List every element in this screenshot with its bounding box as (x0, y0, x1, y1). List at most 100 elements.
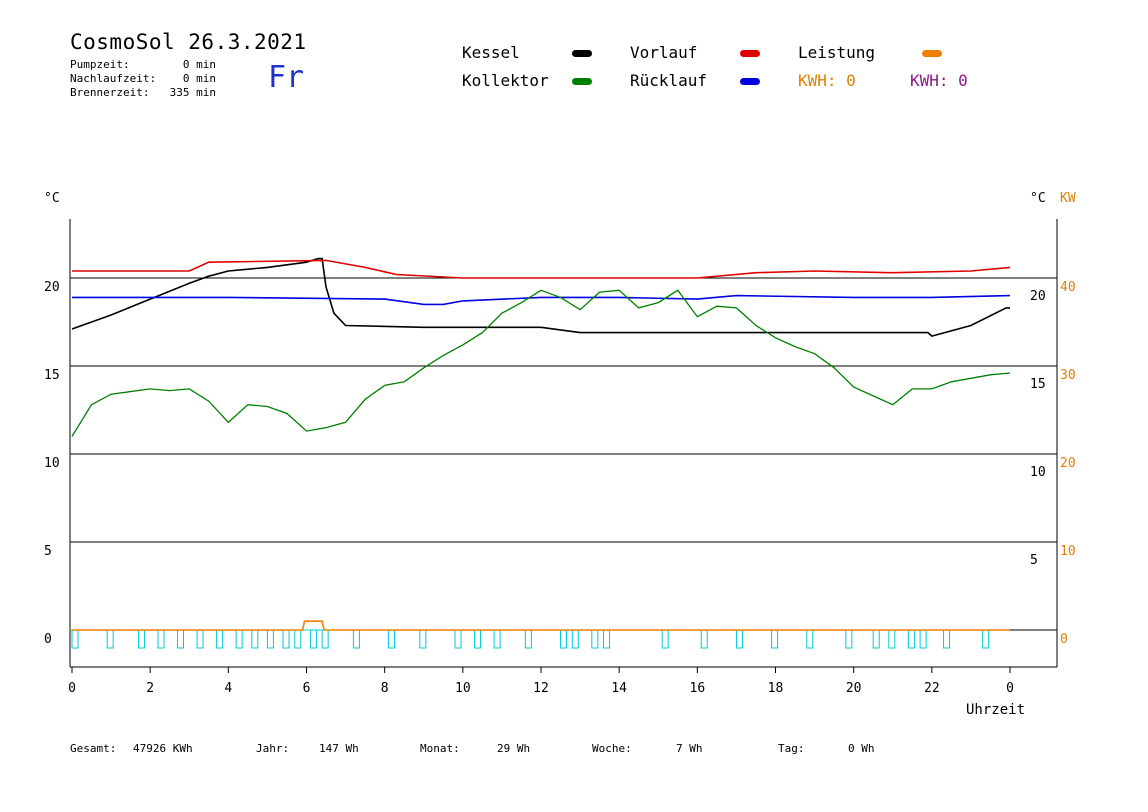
pump-pulse (524, 629, 532, 649)
footer-jahr-label: Jahr: (256, 742, 290, 755)
footer-woche-label: Woche: (592, 742, 632, 755)
pump-pulse (106, 629, 114, 649)
pump-pulse (235, 629, 243, 649)
y-tick-left: 10 (44, 456, 60, 471)
x-tick-label: 0 (68, 681, 76, 696)
pump-pulse (352, 629, 360, 649)
footer-tag-value: 0 Wh (848, 742, 875, 755)
x-tick-label: 12 (533, 681, 549, 696)
x-tick-label: 10 (455, 681, 471, 696)
pump-pulse (196, 629, 204, 649)
pump-pulse (266, 629, 274, 649)
x-tick-label: 4 (224, 681, 232, 696)
pump-pulse (845, 629, 853, 649)
x-tick-label: 20 (846, 681, 862, 696)
footer-gesamt-label: Gesamt: (70, 742, 117, 755)
x-tick-label: 2 (146, 681, 154, 696)
pump-pulse (888, 629, 896, 649)
y-tick-right: 20 (1030, 289, 1046, 304)
series-line-kessel (71, 257, 1010, 337)
pump-pulse (71, 629, 79, 649)
stat-value-brennerzeit: 335 min (169, 86, 216, 99)
y-tick-right: 5 (1030, 553, 1038, 568)
legend-swatch-vorlauf (740, 50, 760, 57)
y2-tick: 20 (1060, 456, 1076, 471)
x-tick-label: 8 (381, 681, 389, 696)
stat-value-nachlaufzeit: 0 min (182, 72, 216, 85)
pump-pulse (907, 629, 915, 649)
pump-pulse (943, 629, 951, 649)
legend-swatch-ruecklauf (740, 78, 760, 85)
pump-pulse (571, 629, 579, 649)
x-tick-label: 16 (690, 681, 706, 696)
pump-pulse (216, 629, 224, 649)
pump-pulse (282, 629, 290, 649)
y-tick-left: 20 (44, 280, 60, 295)
legend-swatch-kessel (572, 50, 592, 57)
kwh-label-leistung: KWH: 0 (798, 71, 856, 90)
legend-label-ruecklauf: Rücklauf (630, 71, 708, 90)
stat-value-pumpzeit: 0 min (182, 58, 216, 71)
x-tick-label: 18 (768, 681, 784, 696)
series-line-kollektor (71, 289, 1011, 437)
legend-label-vorlauf: Vorlauf (630, 43, 698, 62)
pump-pulse (591, 629, 599, 649)
y-tick-left: 0 (44, 632, 52, 647)
y-tick-right: 15 (1030, 377, 1046, 392)
legend-label-kessel: Kessel (462, 43, 520, 62)
x-axis-label: Uhrzeit (966, 702, 1025, 718)
pump-pulse (603, 629, 611, 649)
footer-jahr-value: 147 Wh (319, 742, 359, 755)
legend-swatch-kollektor (572, 78, 592, 85)
y-tick-left: 15 (44, 368, 60, 383)
y2-tick: 10 (1060, 544, 1076, 559)
footer-monat-label: Monat: (420, 742, 460, 755)
pump-pulse (294, 629, 302, 649)
x-tick-label: 6 (303, 681, 311, 696)
y2-tick: 0 (1060, 632, 1068, 647)
pump-pulse (321, 629, 329, 649)
y-tick-left: 5 (44, 544, 52, 559)
pump-pulse (493, 629, 501, 649)
weekday-label: Fr (268, 60, 305, 95)
series-line-leistung (72, 620, 1010, 631)
stat-label-nachlaufzeit: Nachlaufzeit: (70, 72, 157, 85)
pump-pulse (419, 629, 427, 649)
y-unit-left: °C (44, 191, 60, 206)
pump-pulse (735, 629, 743, 649)
pump-pulse (661, 629, 669, 649)
pump-pulse (560, 629, 568, 649)
legend-label-kollektor: Kollektor (462, 71, 549, 90)
pump-pulse (982, 629, 990, 649)
pump-pulse (700, 629, 708, 649)
stat-label-brennerzeit: Brennerzeit: (70, 86, 150, 99)
pump-pulse (251, 629, 259, 649)
pump-pulse (806, 629, 814, 649)
series-line-ruecklauf (72, 294, 1011, 306)
stat-label-pumpzeit: Pumpzeit: (70, 58, 130, 71)
legend-label-leistung: Leistung (798, 43, 876, 62)
y2-unit: KW (1060, 191, 1076, 206)
pump-pulse (177, 629, 185, 649)
pump-pulse (454, 629, 462, 649)
x-tick-label: 14 (611, 681, 627, 696)
footer-woche-value: 7 Wh (676, 742, 703, 755)
footer-monat-value: 29 Wh (497, 742, 531, 755)
kwh-label-second: KWH: 0 (910, 71, 968, 90)
pump-pulse (919, 629, 927, 649)
legend-swatch-leistung (922, 50, 942, 57)
footer-gesamt-value: 47926 KWh (133, 742, 193, 755)
page-title: CosmoSol 26.3.2021 (70, 30, 307, 54)
pump-pulse (872, 629, 880, 649)
y2-tick: 30 (1060, 368, 1076, 383)
pump-pulse (388, 629, 396, 649)
y2-tick: 40 (1060, 280, 1076, 295)
pump-pulse (309, 629, 317, 649)
pump-pulse (157, 629, 165, 649)
series-line-vorlauf (72, 259, 1011, 279)
footer-tag-label: Tag: (778, 742, 805, 755)
y-unit-right: °C (1030, 191, 1046, 206)
y-tick-right: 10 (1030, 465, 1046, 480)
pump-pulse (137, 629, 145, 649)
